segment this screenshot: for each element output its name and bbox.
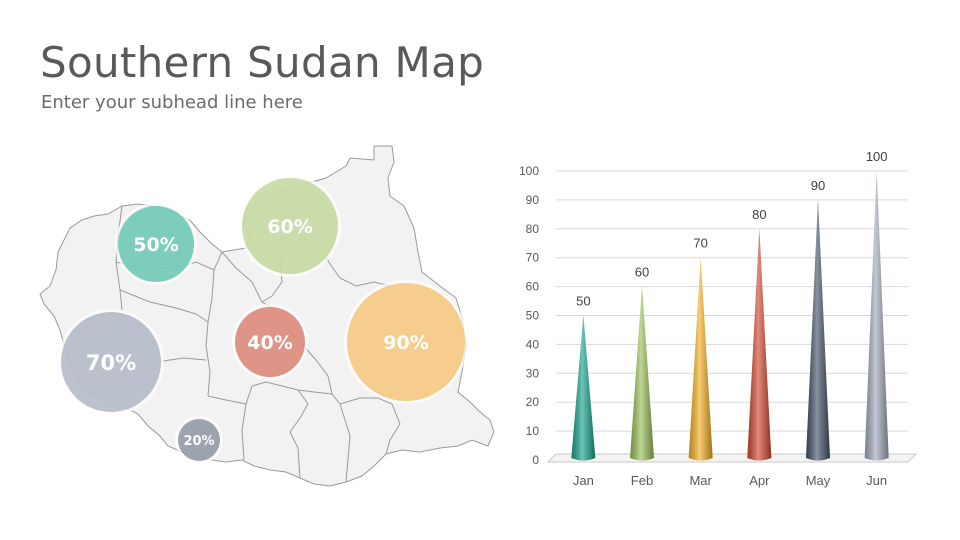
data-label: 90 — [811, 178, 825, 193]
y-tick-label: 40 — [526, 337, 540, 351]
cone-bar-shading — [864, 171, 889, 461]
bubble-label: 20% — [183, 434, 214, 449]
bubble-label: 90% — [383, 332, 428, 354]
bubble-fill — [61, 312, 161, 412]
x-tick-label: Feb — [631, 473, 653, 488]
x-tick-label: Apr — [749, 473, 770, 488]
bubble-90: 90% — [344, 280, 468, 404]
data-label: 70 — [693, 236, 707, 251]
bubble-label: 40% — [247, 332, 292, 354]
x-tick-label: May — [806, 473, 831, 488]
data-label: 100 — [866, 149, 888, 164]
bubble-label: 50% — [133, 234, 178, 256]
bubble-40: 40% — [232, 304, 308, 380]
bubble-fill — [347, 283, 465, 401]
y-tick-label: 100 — [519, 164, 539, 178]
y-tick-label: 0 — [532, 453, 539, 467]
x-tick-label: Jan — [573, 473, 594, 488]
y-tick-label: 50 — [526, 309, 540, 323]
cone-bar-shading — [688, 257, 713, 461]
y-tick-label: 70 — [526, 251, 540, 265]
bubble-label: 70% — [86, 351, 136, 375]
bubble-fill — [235, 307, 305, 377]
data-label: 60 — [635, 265, 649, 280]
data-label: 80 — [752, 207, 766, 222]
bubble-fill — [178, 419, 220, 461]
y-tick-label: 90 — [526, 193, 540, 207]
y-tick-label: 10 — [526, 424, 540, 438]
bubble-fill — [118, 206, 194, 282]
bubble-label: 60% — [267, 216, 312, 238]
bubble-20: 20% — [175, 416, 223, 464]
bubble-50: 50% — [115, 203, 197, 285]
page-title: Southern Sudan Map — [40, 38, 485, 87]
bubble-70: 70% — [58, 309, 164, 415]
y-tick-label: 30 — [526, 366, 540, 380]
data-label: 50 — [576, 294, 590, 309]
y-tick-label: 60 — [526, 280, 540, 294]
bubble-fill — [242, 178, 338, 274]
x-tick-label: Jun — [866, 473, 887, 488]
bubble-60: 60% — [239, 175, 341, 277]
cone-bar-shading — [806, 199, 830, 461]
x-tick-label: Mar — [689, 473, 712, 488]
cone-bar-shading — [630, 286, 654, 461]
y-tick-label: 80 — [526, 222, 540, 236]
page-subtitle: Enter your subhead line here — [41, 92, 303, 113]
chart-floor — [546, 453, 918, 463]
cone-chart: 0 10 20 30 40 50 60 70 80 90 100 50 Jan 60 Feb 70 Mar 80 A… — [519, 149, 918, 488]
y-tick-label: 20 — [526, 395, 540, 409]
cone-bar-shading — [571, 315, 596, 461]
cone-bar-shading — [747, 228, 772, 461]
